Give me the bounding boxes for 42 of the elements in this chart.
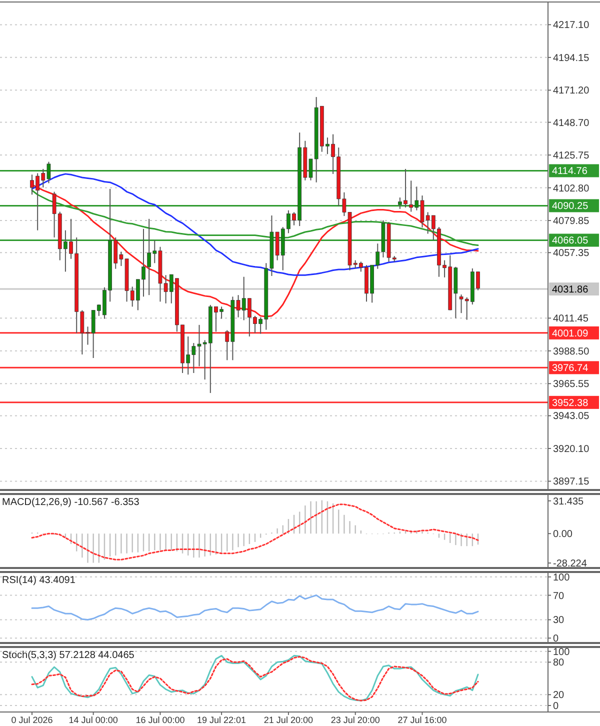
x-tick-label: 23 Jul 20:00	[330, 715, 380, 725]
ref-line-label: 4114.76	[552, 166, 588, 178]
y-tick-label: 0	[553, 701, 559, 712]
y-tick-label: 70	[553, 590, 565, 602]
y-tick-label: 4057.35	[553, 248, 590, 260]
y-tick-label: 30	[553, 615, 565, 626]
y-tick-label: 20	[553, 690, 565, 702]
y-tick-label: 0.00	[553, 529, 573, 540]
y-tick-label: 4102.80	[553, 183, 590, 194]
y-tick-label: 4011.45	[553, 314, 589, 325]
y-tick-label: 3897.15	[553, 476, 590, 488]
y-tick-label: 4217.10	[553, 20, 590, 32]
y-tick-label: 4148.70	[553, 118, 590, 129]
y-tick-label: 4194.15	[553, 52, 590, 64]
y-tick-label: 100	[553, 572, 570, 584]
chart-title: RSI(14) 43.4091	[2, 575, 76, 586]
chart-title: Stoch(5,3,3) 57.2128 44.0465	[2, 650, 135, 661]
ref-line-label: 4066.05	[552, 236, 589, 247]
ref-line-label: 3952.38	[552, 398, 589, 409]
x-tick-label: 14 Jul 00:00	[68, 715, 118, 725]
x-tick-label: 19 Jul 22:01	[197, 715, 246, 725]
ref-line-label: 3976.74	[552, 363, 589, 374]
y-tick-label: 3965.55	[553, 379, 590, 390]
y-tick-label: 3920.10	[553, 444, 590, 455]
y-tick-label: 80	[553, 658, 565, 669]
x-tick-label: 21 Jul 20:00	[264, 715, 313, 725]
y-tick-label: 4079.85	[553, 216, 590, 228]
y-tick-label: 4171.20	[553, 86, 590, 97]
y-tick-label: -28.224	[553, 558, 588, 570]
y-tick-label: 0	[553, 634, 559, 645]
x-tick-label: 0 Jul 2026	[11, 715, 53, 725]
ref-line-label: 4031.86	[552, 284, 589, 296]
y-tick-label: 3943.05	[553, 411, 590, 422]
y-tick-label: 100	[553, 646, 570, 658]
x-tick-label: 16 Jul 00:00	[136, 715, 185, 725]
y-tick-label: 4125.75	[553, 150, 590, 162]
y-tick-label: 31.435	[553, 496, 584, 508]
ref-line-label: 4001.09	[552, 328, 589, 340]
y-tick-label: 3988.50	[553, 346, 590, 358]
chart-title: MACD(12,26,9) -10.567 -6.353	[2, 497, 140, 508]
x-tick-label: 27 Jul 16:00	[398, 715, 447, 725]
ref-line-label: 4090.25	[552, 201, 589, 212]
